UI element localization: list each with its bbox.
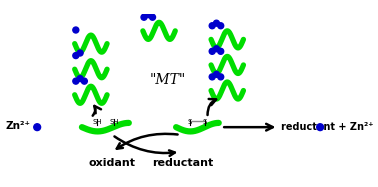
Circle shape [218,23,224,29]
Circle shape [73,53,79,59]
Circle shape [214,71,220,77]
Circle shape [77,50,83,56]
Text: SH: SH [109,119,119,125]
Text: oxidant: oxidant [89,158,136,168]
Text: S: S [187,119,192,125]
Text: Zn²⁺: Zn²⁺ [6,121,31,131]
Circle shape [209,23,215,29]
Circle shape [214,20,220,26]
Text: "MT": "MT" [149,73,186,87]
Circle shape [34,124,40,131]
Text: reductant + Zn²⁺: reductant + Zn²⁺ [281,122,373,132]
Circle shape [73,27,79,33]
Text: reductant: reductant [152,158,214,168]
Circle shape [209,48,215,54]
Circle shape [150,14,155,20]
Circle shape [77,76,83,82]
Circle shape [145,12,151,18]
Circle shape [141,14,147,20]
Circle shape [214,46,220,52]
Text: S: S [203,119,207,125]
Circle shape [218,74,224,80]
Circle shape [209,74,215,80]
Text: SH: SH [92,119,102,125]
Circle shape [81,78,87,84]
Circle shape [218,48,224,54]
Circle shape [73,78,79,84]
Circle shape [317,124,324,131]
